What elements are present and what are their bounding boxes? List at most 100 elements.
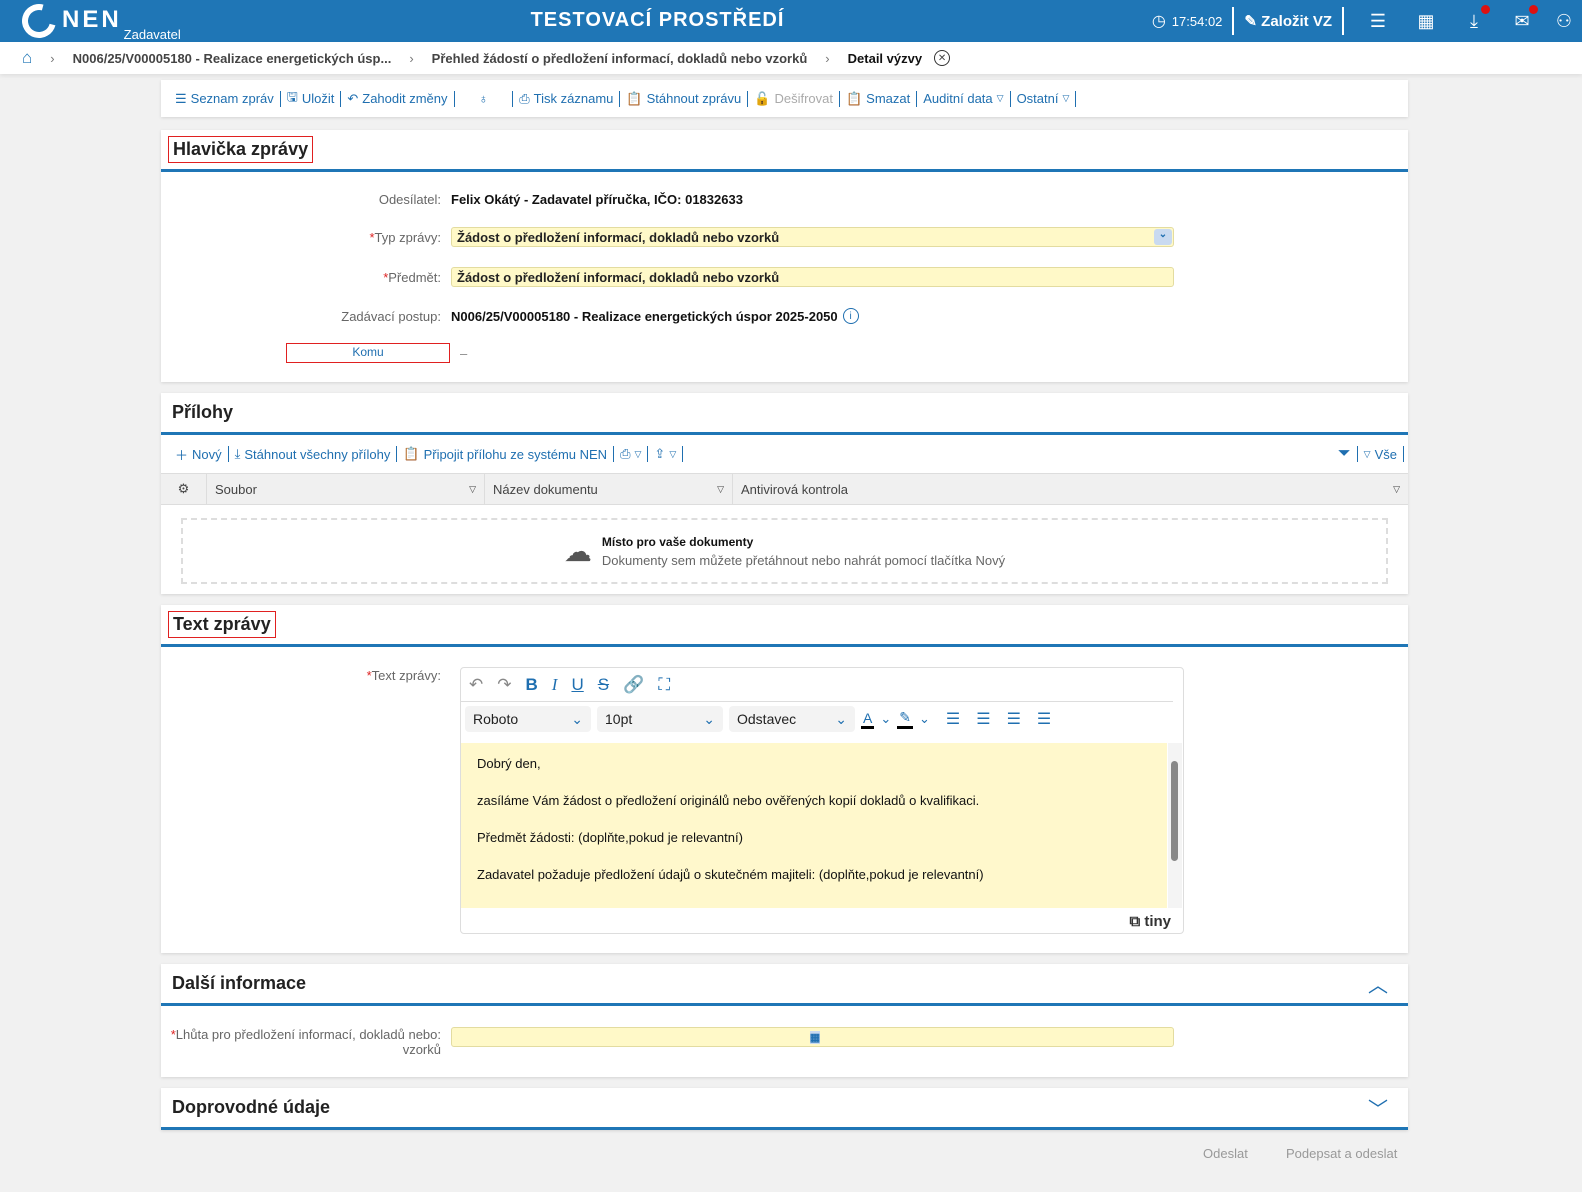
certificate-icon[interactable]: ♁ xyxy=(478,91,489,106)
message-list-button[interactable]: ☰ Seznam zpráv xyxy=(175,90,274,107)
share-icon: ⇪ xyxy=(654,446,666,461)
print-menu[interactable]: ⎙ ▽ xyxy=(620,446,642,461)
font-size-select[interactable]: 10pt ⌄ xyxy=(597,706,723,732)
align-center-icon[interactable]: ☰ xyxy=(976,711,991,728)
logo-text: NEN xyxy=(62,6,122,33)
rich-text-editor[interactable]: ↶ ↷ B I U S 🔗 ⛶ Roboto ⌄ 10pt ⌄ Odstavec ⌄ … xyxy=(460,667,1184,934)
column-header[interactable]: Název dokumentu ▽ xyxy=(485,474,733,504)
chevron-up-icon[interactable]: ︿ xyxy=(1368,975,1388,997)
nen-logo[interactable]: NEN Zadavatel xyxy=(15,0,181,45)
new-attachment-button[interactable]: ＋ Nový xyxy=(175,446,222,463)
strikethrough-icon[interactable]: S xyxy=(597,674,610,694)
delete-button[interactable]: 📋 Smazat xyxy=(845,90,911,107)
breadcrumb: ⌂ › N006/25/V00005180 - Realizace energe… xyxy=(0,42,1582,74)
clipboard-icon: 📋 xyxy=(403,446,420,461)
list-icon: ☰ xyxy=(175,90,187,106)
column-header[interactable]: Soubor ▽ xyxy=(207,474,485,504)
undo-icon[interactable]: ↶ xyxy=(469,674,484,694)
align-right-icon[interactable]: ☰ xyxy=(1006,711,1021,728)
edit-icon: ✎ xyxy=(1244,13,1262,30)
procedure-value[interactable]: N006/25/V00005180 - Realizace energetick… xyxy=(451,308,838,324)
message-label: Text zprávy: xyxy=(371,668,441,683)
download-icon[interactable]: ⤓ xyxy=(1450,4,1498,32)
decrypt-button[interactable]: 🔓 Dešifrovat xyxy=(754,90,833,107)
breadcrumb-current: Detail výzvy xyxy=(847,50,923,66)
home-icon[interactable]: ⌂ xyxy=(22,48,33,67)
create-vz-label: Založit VZ xyxy=(1261,13,1332,30)
filter-all-menu[interactable]: ▽ Vše xyxy=(1363,446,1397,462)
top-bar: NEN Zadavatel TESTOVACÍ PROSTŘEDÍ ◷ 17:5… xyxy=(0,0,1582,45)
environment-title: TESTOVACÍ PROSTŘEDÍ xyxy=(530,9,785,31)
message-type-select[interactable]: Žádost o předložení informací, dokladů n… xyxy=(451,227,1174,247)
logo-subtitle: Zadavatel xyxy=(123,27,181,42)
calendar-icon[interactable]: ▦ xyxy=(1417,10,1435,31)
procedure-label: Zadávací postup: xyxy=(341,308,441,324)
section-title: Hlavička zprávy xyxy=(168,136,314,163)
download-icon: ⤓ xyxy=(234,446,241,461)
accompanying-section: Doprovodné údaje ﹀ xyxy=(161,1088,1408,1130)
menu-icon[interactable]: ☰ xyxy=(1369,10,1387,31)
section-title: Text zprávy xyxy=(168,611,276,638)
more-info-section: Další informace ︿ *Lhůta pro předložení i… xyxy=(161,964,1408,1077)
send-button[interactable]: Odeslat xyxy=(1203,1146,1248,1161)
chevron-down-icon[interactable]: ⌄ xyxy=(1154,229,1172,245)
align-left-icon[interactable]: ☰ xyxy=(945,711,961,728)
save-button[interactable]: 🖫 Uložit xyxy=(281,88,341,110)
underline-icon[interactable]: U xyxy=(571,674,584,694)
close-icon[interactable]: ✕ xyxy=(934,50,951,66)
print-icon: ⎙ xyxy=(620,446,631,461)
unlock-icon: 🔓 xyxy=(754,90,771,106)
cloud-upload-icon: ☁ xyxy=(563,535,592,567)
other-menu[interactable]: Ostatní ▽ xyxy=(1016,91,1070,106)
chevron-down-icon: ⌄ xyxy=(703,710,715,727)
audit-data-menu[interactable]: Auditní data ▽ xyxy=(923,91,1004,106)
download-all-button[interactable]: ⤓ Stáhnout všechny přílohy xyxy=(234,446,391,462)
calendar-icon[interactable]: ▦ xyxy=(809,1030,821,1044)
column-header[interactable]: Antivirová kontrola ▽ xyxy=(741,481,1400,497)
drop-hint: Dokumenty sem můžete přetáhnout nebo nah… xyxy=(601,552,1006,568)
message-text-section: Text zprávy *Text zprávy: ↶ ↷ B I U S 🔗 … xyxy=(161,605,1408,953)
block-format-select[interactable]: Odstavec ⌄ xyxy=(729,706,855,732)
editor-content[interactable]: Dobrý den, zasíláme Vám žádost o předlože… xyxy=(461,743,1167,908)
font-family-select[interactable]: Roboto ⌄ xyxy=(465,706,591,732)
chevron-down-icon[interactable]: ﹀ xyxy=(1368,1099,1388,1121)
info-icon[interactable]: i xyxy=(842,308,859,324)
fullscreen-icon[interactable]: ⛶ xyxy=(658,674,671,694)
highlight-icon[interactable]: ✎ xyxy=(897,709,913,729)
print-button[interactable]: ⎙ Tisk záznamu xyxy=(519,90,614,107)
download-message-button[interactable]: 📋 Stáhnout zprávu xyxy=(626,90,742,107)
mail-icon[interactable]: ✉ xyxy=(1498,4,1546,32)
chevron-down-icon: ⌄ xyxy=(571,710,583,727)
redo-icon[interactable]: ↷ xyxy=(497,674,512,694)
text-color-icon[interactable]: A xyxy=(861,710,875,729)
subject-input[interactable]: Žádost o předložení informací, dokladů n… xyxy=(451,267,1174,287)
attach-from-nen-button[interactable]: 📋 Připojit přílohu ze systému NEN xyxy=(403,446,608,462)
justify-icon[interactable]: ☰ xyxy=(1036,711,1052,728)
column-settings-icon[interactable]: ⚙ xyxy=(161,474,207,504)
sign-send-button[interactable]: Podepsat a odeslat xyxy=(1286,1146,1398,1161)
breadcrumb-item[interactable]: N006/25/V00005180 - Realizace energetick… xyxy=(72,50,392,66)
discard-button[interactable]: ↶ Zahodit změny xyxy=(347,90,448,107)
undo-icon: ↶ xyxy=(347,90,359,106)
triangle-down-icon: ▽ xyxy=(1062,93,1070,103)
section-title: Doprovodné údaje xyxy=(172,1097,331,1117)
save-icon: 🖫 xyxy=(286,88,298,104)
link-icon[interactable]: 🔗 xyxy=(623,674,645,694)
triangle-down-icon: ▽ xyxy=(996,93,1004,103)
to-button[interactable]: Komu xyxy=(286,343,450,363)
print-icon: ⎙ xyxy=(519,90,530,106)
breadcrumb-item[interactable]: Přehled žádostí o předložení informací, … xyxy=(431,50,808,66)
deadline-label: Lhůta pro předložení informací, dokladů … xyxy=(175,1027,441,1042)
clock-time: 17:54:02 xyxy=(1171,13,1223,29)
editor-scrollbar[interactable] xyxy=(1168,743,1182,908)
user-icon[interactable]: ⚇ xyxy=(1555,10,1573,31)
drop-zone[interactable]: ☁ Místo pro vaše dokumenty Dokumenty sem… xyxy=(181,518,1388,584)
bold-icon[interactable]: B xyxy=(525,674,538,694)
export-menu[interactable]: ⇪ ▽ xyxy=(654,446,677,461)
create-vz-button[interactable]: ✎ Založit VZ xyxy=(1244,12,1332,30)
chevron-down-icon: ⌄ xyxy=(835,710,847,727)
italic-icon[interactable]: I xyxy=(551,674,558,694)
section-title: Další informace xyxy=(172,973,307,993)
deadline-date-input[interactable]: ▦ xyxy=(451,1027,1174,1047)
filter-icon[interactable]: ⏷ xyxy=(1337,445,1351,462)
